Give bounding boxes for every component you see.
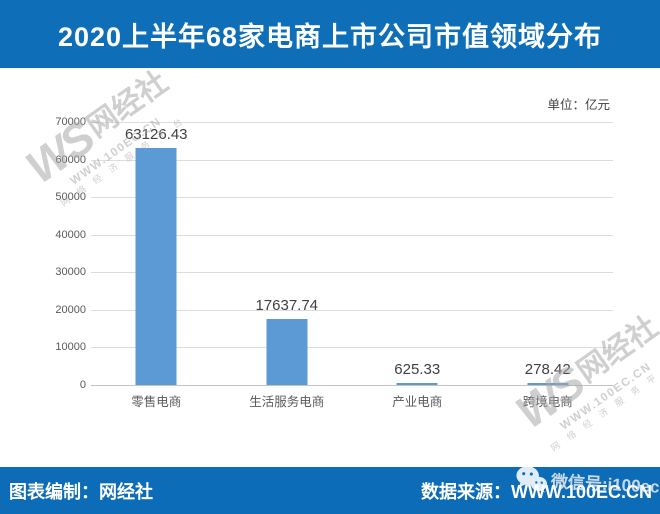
plot-area: 63126.43 17637.74 625.33 278.42 [91, 122, 613, 386]
bar-slot: 625.33 [352, 122, 483, 385]
y-tick-label: 20000 [55, 303, 86, 316]
gridline [91, 234, 613, 236]
gridline [91, 385, 613, 386]
gridline [91, 309, 613, 311]
bar-value-label: 63126.43 [124, 126, 188, 143]
footer-source: 数据来源：WWW.100EC.CN [421, 478, 652, 504]
y-tick-label: 60000 [55, 153, 86, 166]
y-tick-label: 40000 [55, 228, 86, 241]
footer-source-prefix: 数据来源： [420, 481, 511, 502]
gridline [91, 159, 613, 161]
bar-slot: 63126.43 [91, 122, 222, 385]
gridline [91, 272, 613, 274]
category-label: 跨境电商 [522, 395, 573, 409]
y-axis: 0 10000 20000 30000 40000 50000 60000 70000 [36, 116, 86, 391]
chart-bar [527, 383, 569, 385]
category-label: 生活服务电商 [249, 395, 325, 409]
gridline [91, 197, 613, 199]
header-banner: 2020上半年68家电商上市公司市值领域分布 [0, 0, 660, 68]
chart-bar [135, 148, 177, 385]
bar-value-label: 17637.74 [255, 297, 319, 314]
y-tick-label: 30000 [55, 266, 86, 279]
page-title: 2020上半年68家电商上市公司市值领域分布 [57, 21, 603, 52]
category-label: 零售电商 [131, 395, 182, 409]
category-row: 零售电商 生活服务电商 产业电商 跨境电商 [91, 391, 613, 410]
category-label: 产业电商 [392, 395, 443, 409]
footer-credit: 图表编制：网经社 [9, 481, 153, 502]
chart-bar [396, 383, 438, 385]
chart-bar [266, 319, 308, 385]
bar-value-label: 278.42 [524, 361, 571, 378]
y-tick-label: 70000 [55, 116, 86, 128]
footer-banner: 图表编制：网经社 数据来源：WWW.100EC.CN 微信号:i100ec [0, 466, 660, 514]
gridline [91, 122, 613, 123]
footer-source-site: WWW.100EC.CN [510, 481, 652, 502]
bar-slot: 17637.74 [222, 122, 353, 385]
y-tick-label: 0 [79, 379, 86, 391]
bar-value-label: 625.33 [394, 361, 441, 378]
y-tick-label: 50000 [55, 191, 86, 204]
bars-row: 63126.43 17637.74 625.33 278.42 [91, 122, 613, 385]
y-tick-label: 10000 [55, 341, 86, 354]
gridline [91, 347, 613, 349]
bar-slot: 278.42 [483, 122, 614, 385]
unit-label: 单位：亿元 [547, 98, 610, 112]
chart-region: 单位：亿元 0 10000 20000 30000 40000 50000 60000 700… [0, 65, 660, 467]
